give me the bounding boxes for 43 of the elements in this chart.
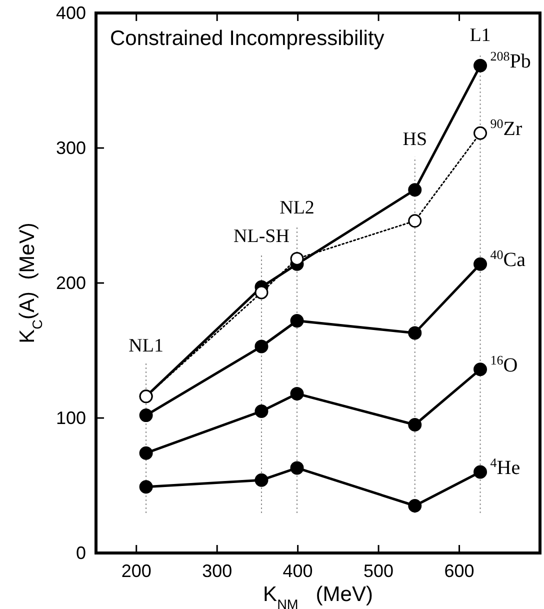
- text: Constrained Incompressibility: [110, 27, 385, 50]
- text: K$_{NM}$ (MeV): [263, 583, 373, 609]
- point: [254, 473, 268, 487]
- series-label: $^{16}$O: [490, 352, 518, 376]
- point: [139, 446, 153, 460]
- point: [254, 340, 268, 354]
- point: [474, 257, 488, 271]
- x-tick-label: 400: [282, 561, 313, 581]
- point: [139, 408, 153, 422]
- y-tick-label: 200: [56, 273, 86, 293]
- x-tick-label: 600: [444, 561, 474, 581]
- ref-line-label: HS: [402, 128, 428, 150]
- point: [290, 314, 304, 328]
- point: [254, 286, 268, 300]
- series-label: $^{40}$Ca: [490, 246, 526, 272]
- point: [408, 214, 422, 228]
- point: [474, 465, 488, 479]
- point: [290, 386, 304, 400]
- point: [474, 126, 488, 140]
- y-tick-label: 100: [56, 408, 86, 428]
- point: [408, 326, 422, 340]
- ref-line-label: NL-SH: [234, 226, 290, 248]
- point: [290, 252, 304, 266]
- point: [139, 480, 153, 494]
- y-tick-label: 0: [76, 543, 86, 563]
- series-label: $^{90}$Zr: [490, 116, 522, 140]
- y-tick-label: 400: [56, 3, 86, 23]
- series-label: $^{4}$He: [490, 454, 520, 479]
- ref-line-label: NL1: [128, 335, 164, 356]
- x-tick-label: 300: [202, 561, 232, 581]
- x-tick-label: 500: [364, 561, 394, 581]
- point: [254, 404, 268, 418]
- point: [290, 461, 304, 475]
- point: [408, 183, 422, 197]
- ref-line-label: NL2: [280, 198, 314, 219]
- point: [408, 418, 422, 432]
- y-tick-label: 300: [56, 138, 86, 158]
- series-label: $^{208}$Pb: [490, 48, 531, 73]
- point: [474, 58, 488, 72]
- text: L1: [470, 25, 491, 46]
- x-tick-label: 200: [121, 561, 152, 581]
- point: [474, 362, 488, 376]
- point: [408, 499, 422, 512]
